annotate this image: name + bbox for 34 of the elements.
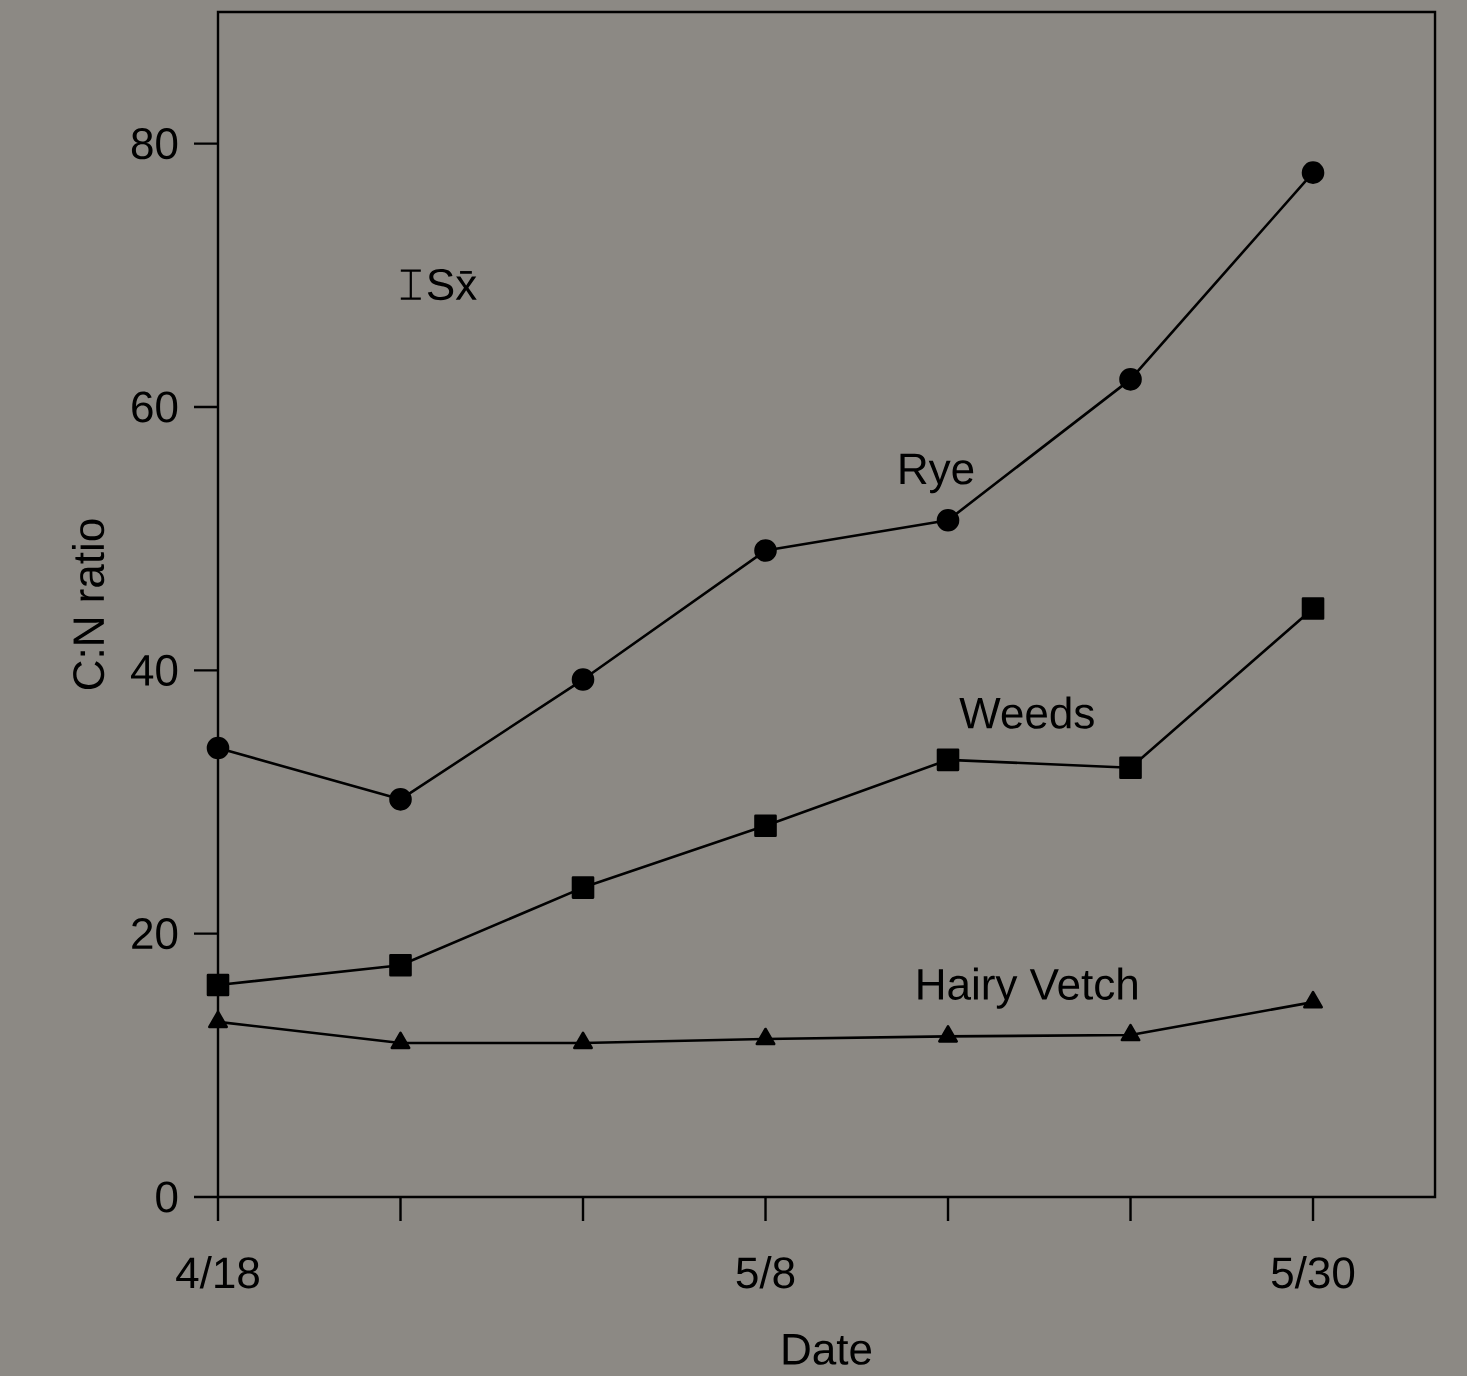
point <box>1303 990 1323 1009</box>
point <box>571 876 595 899</box>
y-tick-label: 40 <box>131 654 178 686</box>
x-tick-label: 4/18 <box>176 1256 259 1289</box>
point <box>206 973 230 997</box>
x-axis-title: Date <box>783 1334 872 1365</box>
point <box>206 736 230 760</box>
point <box>208 1010 228 1029</box>
annotation: Sx̄ <box>427 268 477 301</box>
point <box>754 539 777 562</box>
point <box>1120 1023 1141 1042</box>
series-label: Rye <box>900 453 974 494</box>
x-tick-label: 5/8 <box>736 1256 795 1289</box>
point <box>936 748 960 772</box>
y-tick-label: 60 <box>132 391 178 423</box>
point <box>573 1031 593 1050</box>
point <box>754 814 777 837</box>
y-axis-title: C:N ratio <box>71 519 105 690</box>
point <box>755 1027 776 1046</box>
point <box>938 1025 958 1043</box>
x-tick-label: 5/30 <box>1271 1256 1355 1289</box>
point <box>1119 368 1142 391</box>
y-tick-label: 80 <box>131 128 178 160</box>
y-tick-label: 0 <box>156 1181 178 1213</box>
point <box>936 508 960 532</box>
point <box>1301 597 1325 620</box>
point <box>390 1031 411 1050</box>
series-label: Hairy Vetch <box>918 967 1137 1009</box>
y-tick-label: 20 <box>132 918 178 950</box>
point <box>1119 756 1142 780</box>
point <box>389 788 412 811</box>
point <box>571 668 595 691</box>
series-label: Weeds <box>959 696 1094 729</box>
point <box>389 953 412 977</box>
